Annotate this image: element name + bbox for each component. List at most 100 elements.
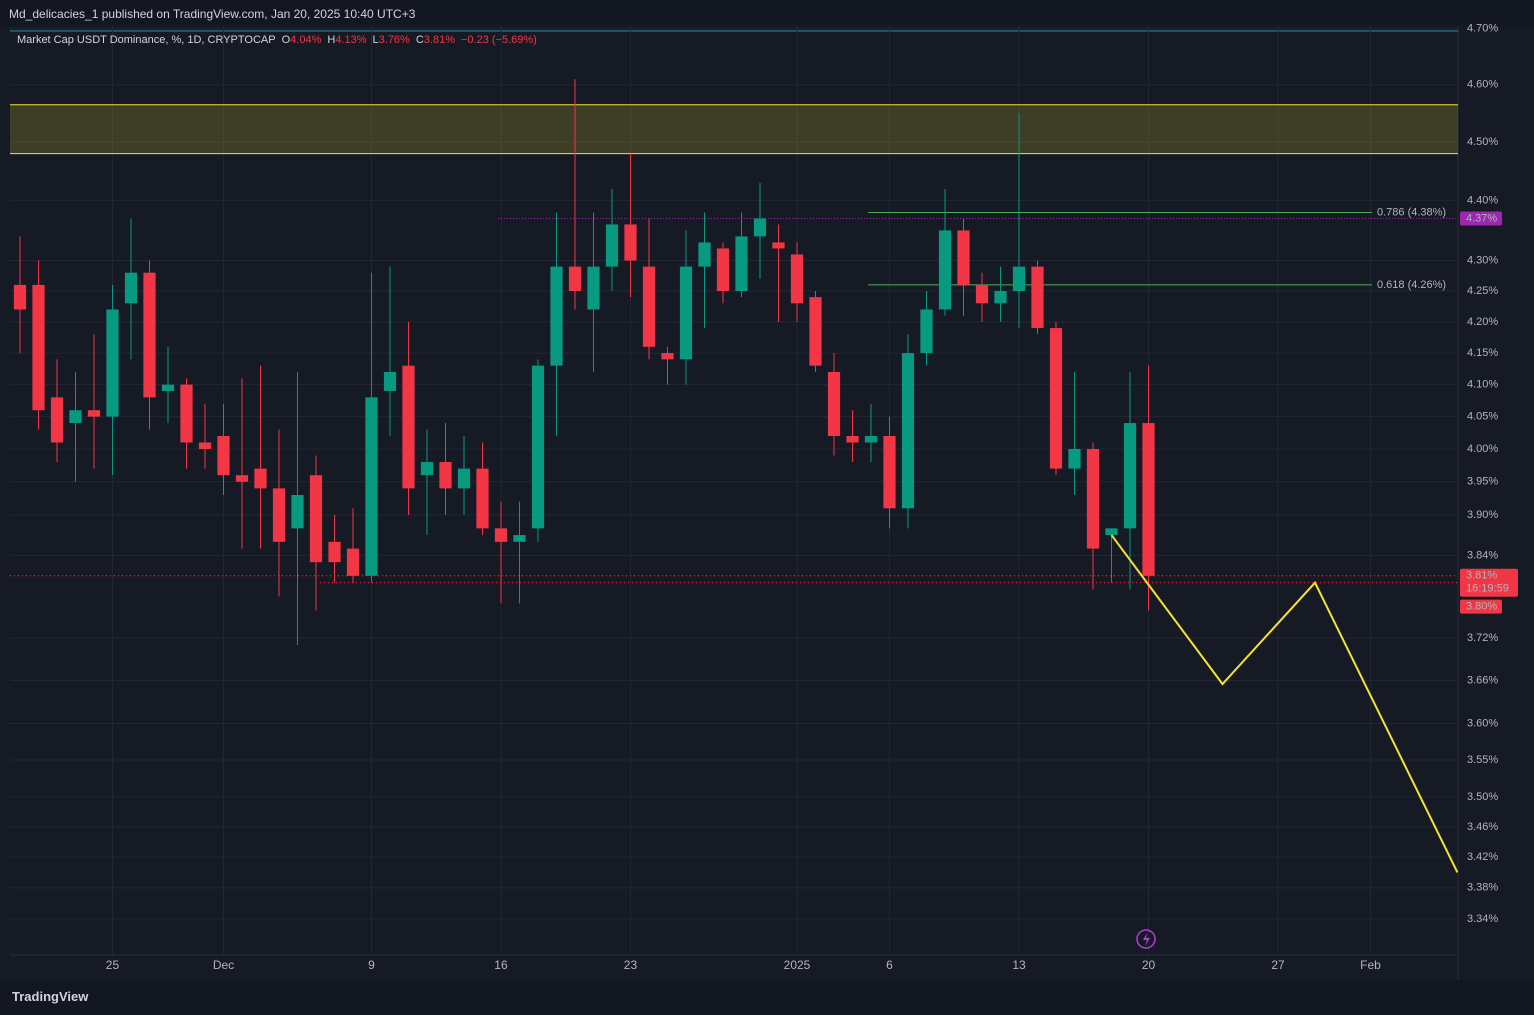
price-badge-label: 3.81% bbox=[1466, 570, 1497, 582]
y-tick-label: 3.60% bbox=[1467, 717, 1498, 729]
y-tick-label: 4.20% bbox=[1467, 316, 1498, 328]
candle-body bbox=[420, 462, 434, 476]
y-tick-label: 4.60% bbox=[1467, 79, 1498, 91]
candle-body bbox=[642, 266, 656, 347]
y-tick-label: 4.50% bbox=[1467, 136, 1498, 148]
y-tick-label: 4.70% bbox=[1467, 23, 1498, 35]
x-tick-label: 9 bbox=[368, 958, 375, 972]
candle-body bbox=[957, 230, 970, 285]
legend-value: 3.81% bbox=[423, 34, 455, 46]
symbol-title: Market Cap USDT Dominance, %, 1D, CRYPTO… bbox=[17, 34, 276, 46]
candle-body bbox=[772, 242, 785, 249]
x-tick-label: 20 bbox=[1142, 958, 1156, 972]
y-tick-label: 3.90% bbox=[1467, 509, 1498, 521]
candle-body bbox=[735, 236, 748, 292]
candle-body bbox=[679, 266, 693, 360]
y-tick-label: 4.05% bbox=[1467, 411, 1498, 423]
x-tick-label: 25 bbox=[106, 958, 120, 972]
y-tick-label: 4.25% bbox=[1467, 285, 1498, 297]
y-tick-label: 4.10% bbox=[1467, 379, 1498, 391]
y-tick-label: 3.84% bbox=[1467, 549, 1498, 561]
legend-change: −0.23 (−5.69%) bbox=[461, 34, 537, 46]
candle-body bbox=[346, 548, 360, 576]
candle-body bbox=[827, 371, 841, 436]
candle-body bbox=[383, 371, 397, 392]
candle-body bbox=[291, 494, 304, 529]
y-tick-label: 3.34% bbox=[1467, 913, 1498, 925]
candle-body bbox=[975, 284, 989, 304]
candle-body bbox=[217, 435, 230, 476]
price-badge bbox=[1460, 211, 1502, 226]
candle-body bbox=[605, 224, 619, 267]
candle-body bbox=[365, 397, 378, 576]
candle-body bbox=[846, 435, 859, 443]
candle-body bbox=[624, 224, 637, 261]
candle-body bbox=[531, 365, 545, 529]
candle-body bbox=[254, 468, 267, 489]
candle-body bbox=[568, 266, 582, 292]
candle-body bbox=[1012, 266, 1026, 292]
candle-body bbox=[50, 397, 64, 443]
candle-body bbox=[494, 528, 508, 542]
candle-body bbox=[87, 410, 101, 417]
candle-body bbox=[457, 468, 471, 489]
legend-value: 3.76% bbox=[378, 34, 410, 46]
candle-body bbox=[272, 488, 286, 542]
y-tick-label: 3.38% bbox=[1467, 882, 1498, 894]
candle-body bbox=[402, 365, 415, 489]
top-bar bbox=[0, 0, 1534, 26]
y-tick-label: 4.40% bbox=[1467, 195, 1498, 207]
candle-body bbox=[1142, 423, 1155, 576]
y-tick-label: 3.55% bbox=[1467, 754, 1498, 766]
price-badge bbox=[1460, 568, 1518, 597]
candle-body bbox=[883, 435, 896, 509]
candle-body bbox=[1105, 528, 1118, 536]
y-tick-label: 3.50% bbox=[1467, 791, 1498, 803]
candle-body bbox=[1068, 448, 1081, 469]
candle-body bbox=[661, 353, 674, 360]
candle-body bbox=[901, 353, 915, 509]
published-text: Md_delicacies_1 published on TradingView… bbox=[9, 7, 416, 21]
legend-value: 4.13% bbox=[335, 34, 367, 46]
candle-body bbox=[1123, 423, 1137, 529]
candle-body bbox=[920, 309, 933, 354]
candle-body bbox=[809, 297, 822, 366]
x-tick-label: Dec bbox=[213, 958, 234, 972]
candle-body bbox=[550, 266, 563, 366]
candle-body bbox=[69, 410, 82, 424]
legend-key: O bbox=[281, 34, 291, 46]
y-tick-label: 3.66% bbox=[1467, 674, 1498, 686]
countdown: 16:19:59 bbox=[1466, 583, 1509, 595]
x-tick-label: Feb bbox=[1360, 958, 1381, 972]
legend-key: H bbox=[327, 34, 336, 46]
x-tick-label: 6 bbox=[886, 958, 893, 972]
x-tick-label: 13 bbox=[1012, 958, 1026, 972]
candle-body bbox=[698, 242, 711, 267]
candle-body bbox=[13, 284, 27, 310]
legend-values: O4.04% H4.13% L3.76% C3.81% −0.23 (−5.69%) bbox=[276, 34, 537, 46]
candle-body bbox=[790, 254, 804, 304]
candle-body bbox=[1086, 448, 1100, 549]
candle-body bbox=[32, 284, 45, 411]
candle-body bbox=[124, 272, 138, 304]
legend-key: L bbox=[372, 34, 379, 46]
candle-body bbox=[1031, 266, 1044, 329]
projection-line bbox=[1110, 534, 1459, 873]
price-badge bbox=[1460, 599, 1502, 614]
candle-body bbox=[994, 291, 1007, 304]
price-badge-label: 4.37% bbox=[1466, 212, 1497, 224]
candle-body bbox=[439, 462, 452, 489]
candle-body bbox=[309, 475, 323, 563]
candle-body bbox=[180, 384, 193, 443]
grid bbox=[10, 26, 1458, 955]
x-tick-label: 2025 bbox=[784, 958, 811, 972]
event-icon[interactable] bbox=[1136, 929, 1156, 949]
footer-logo: TradingView bbox=[12, 989, 89, 1004]
price-badge-label: 3.80% bbox=[1466, 601, 1497, 613]
candle-body bbox=[587, 266, 600, 310]
candle-body bbox=[1049, 328, 1063, 469]
y-tick-label: 4.30% bbox=[1467, 254, 1498, 266]
y-tick-label: 3.46% bbox=[1467, 821, 1498, 833]
